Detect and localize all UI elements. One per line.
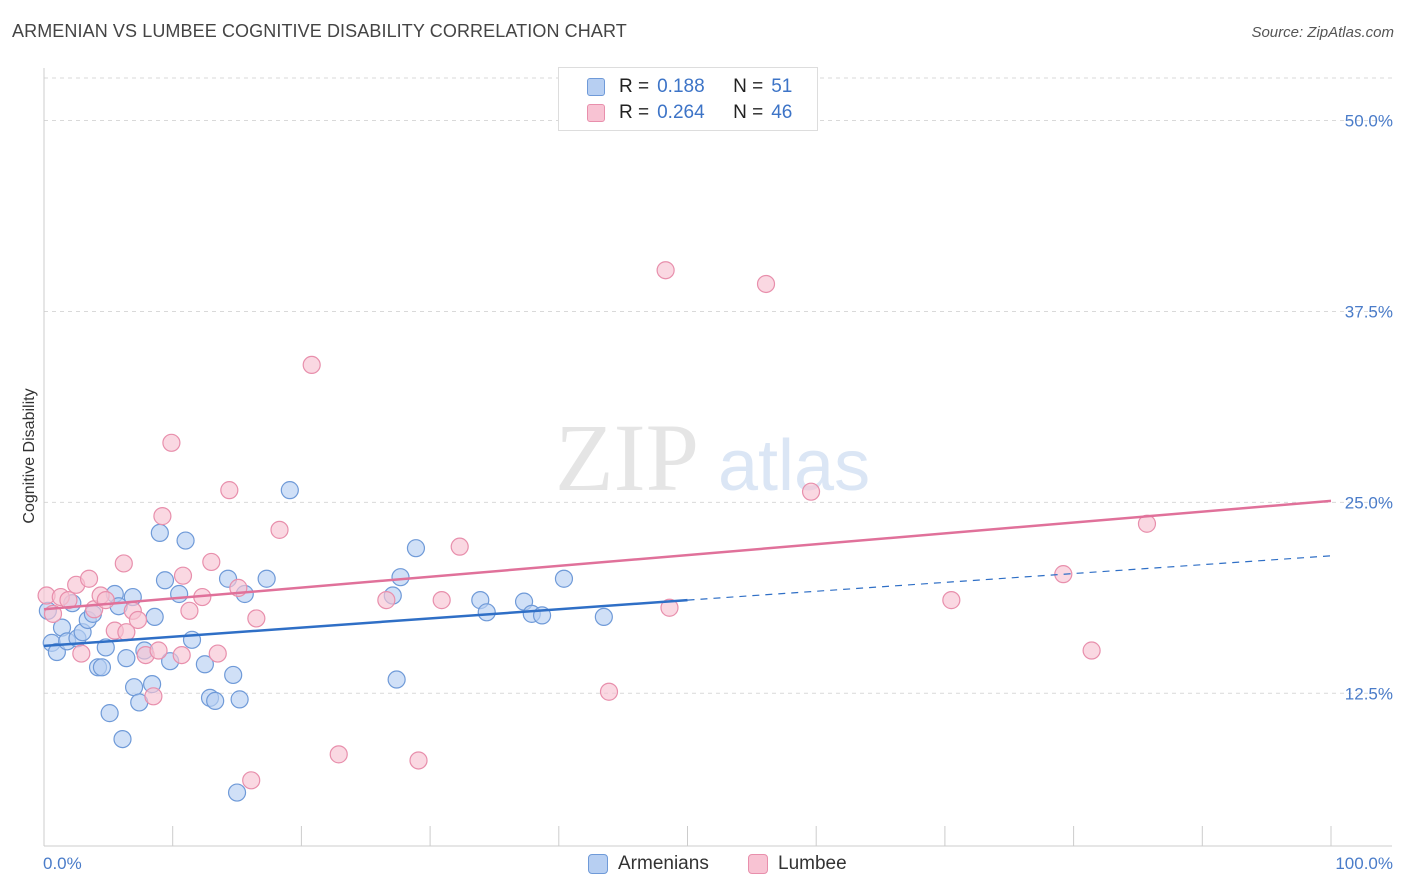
legend-r-value: 0.264 bbox=[657, 102, 705, 123]
armenian-point bbox=[195, 655, 214, 674]
armenian-point bbox=[257, 569, 276, 588]
lumbee-point bbox=[128, 610, 148, 630]
armenian-point bbox=[100, 704, 119, 723]
data-points bbox=[37, 261, 1157, 802]
armenian-point bbox=[387, 670, 406, 689]
lumbee-point bbox=[660, 598, 679, 617]
lumbee-point bbox=[173, 566, 193, 585]
lumbee-point bbox=[96, 591, 115, 610]
legend-r-value: 0.188 bbox=[657, 76, 705, 97]
lumbee-point bbox=[302, 355, 321, 375]
lumbee-point bbox=[59, 591, 78, 610]
lumbee-point bbox=[756, 274, 776, 294]
legend-n-value: 46 bbox=[771, 102, 793, 123]
armenian-point bbox=[206, 691, 225, 711]
armenian-point bbox=[170, 584, 189, 604]
series-label-armenians: Armenians bbox=[618, 853, 709, 874]
lumbee-point bbox=[242, 771, 261, 790]
lumbee-point bbox=[1082, 641, 1101, 660]
armenian-point bbox=[224, 665, 243, 685]
lumbee-point bbox=[144, 687, 163, 706]
lumbee-point bbox=[942, 591, 961, 610]
lumbee-point bbox=[450, 537, 469, 556]
legend-n-label: N = bbox=[733, 102, 764, 123]
armenian-point bbox=[280, 481, 299, 500]
y-tick-label: 50.0% bbox=[1345, 112, 1393, 131]
armenian-point bbox=[176, 531, 195, 550]
lumbee-point bbox=[329, 745, 348, 764]
x-tick-label-left: 0.0% bbox=[43, 854, 82, 873]
x-tick-label-right: 100.0% bbox=[1335, 854, 1393, 873]
lumbee-point bbox=[180, 601, 199, 620]
armenian-point bbox=[155, 571, 175, 590]
watermark: ZIP atlas bbox=[555, 404, 870, 511]
lumbee-point bbox=[114, 554, 133, 573]
lumbee-point bbox=[208, 644, 227, 663]
legend-r-label: R = bbox=[619, 102, 650, 123]
lumbee-trend-line bbox=[43, 499, 1332, 611]
lumbee-point bbox=[79, 569, 99, 588]
watermark-atlas: atlas bbox=[718, 426, 870, 506]
armenian-point bbox=[117, 649, 136, 668]
armenian-point bbox=[554, 569, 574, 588]
lumbee-point bbox=[202, 552, 221, 572]
lumbee-point bbox=[247, 609, 266, 628]
armenian-point bbox=[406, 539, 426, 558]
armenian-trend-line bbox=[43, 598, 688, 648]
armenian-point bbox=[594, 607, 613, 627]
armenian-point bbox=[391, 568, 410, 587]
armenian-point bbox=[96, 638, 115, 657]
tick-labels: 12.5% 25.0% 37.5% 50.0% 0.0% 100.0% bbox=[43, 112, 1393, 873]
series-swatch-pink bbox=[748, 854, 768, 874]
axes bbox=[43, 68, 1392, 847]
lumbee-point bbox=[599, 682, 619, 701]
armenian-point bbox=[113, 729, 132, 749]
y-tick-label: 25.0% bbox=[1345, 493, 1393, 512]
lumbee-point bbox=[72, 644, 91, 663]
legend-swatch-blue bbox=[587, 78, 605, 96]
armenian-point bbox=[145, 607, 164, 627]
lumbee-point bbox=[656, 261, 675, 280]
lumbee-point bbox=[801, 482, 821, 501]
chart-title: ARMENIAN VS LUMBEE COGNITIVE DISABILITY … bbox=[12, 21, 627, 41]
legend-n-value: 51 bbox=[771, 76, 793, 97]
legend-row-armenians: R = 0.188 N = 51 bbox=[587, 76, 792, 98]
armenian-point bbox=[230, 690, 249, 709]
lumbee-point bbox=[377, 591, 396, 610]
armenian-point bbox=[227, 783, 247, 802]
watermark-zip: ZIP bbox=[555, 404, 699, 511]
lumbee-point bbox=[149, 641, 168, 660]
trend-lines bbox=[43, 499, 1332, 648]
armenian-point bbox=[92, 658, 112, 677]
y-tick-label: 37.5% bbox=[1345, 302, 1393, 321]
series-legend-lumbee: Lumbee bbox=[748, 852, 847, 876]
lumbee-point bbox=[153, 507, 172, 526]
lumbee-point bbox=[432, 591, 451, 610]
lumbee-point bbox=[1054, 565, 1073, 584]
lumbee-point bbox=[409, 751, 428, 770]
armenian-trend-extension bbox=[687, 555, 1332, 601]
lumbee-point bbox=[270, 520, 289, 539]
legend-r-label: R = bbox=[619, 76, 650, 97]
armenian-point bbox=[124, 678, 144, 697]
lumbee-point bbox=[172, 645, 191, 665]
legend-n-label: N = bbox=[733, 76, 764, 97]
legend-row-lumbee: R = 0.264 N = 46 bbox=[587, 102, 792, 124]
series-label-lumbee: Lumbee bbox=[778, 853, 847, 874]
series-swatch-blue bbox=[588, 854, 608, 874]
series-legend-armenians: Armenians bbox=[588, 852, 709, 876]
armenian-point bbox=[477, 603, 496, 622]
lumbee-point bbox=[220, 481, 239, 500]
legend-swatch-pink bbox=[587, 104, 605, 122]
source-label: Source: ZipAtlas.com bbox=[1251, 24, 1394, 41]
armenian-point bbox=[150, 523, 169, 543]
lumbee-point bbox=[162, 433, 181, 452]
stats-legend: R = 0.188 N = 51 R = 0.264 N = 46 bbox=[558, 67, 818, 131]
y-tick-label: 12.5% bbox=[1345, 684, 1393, 703]
